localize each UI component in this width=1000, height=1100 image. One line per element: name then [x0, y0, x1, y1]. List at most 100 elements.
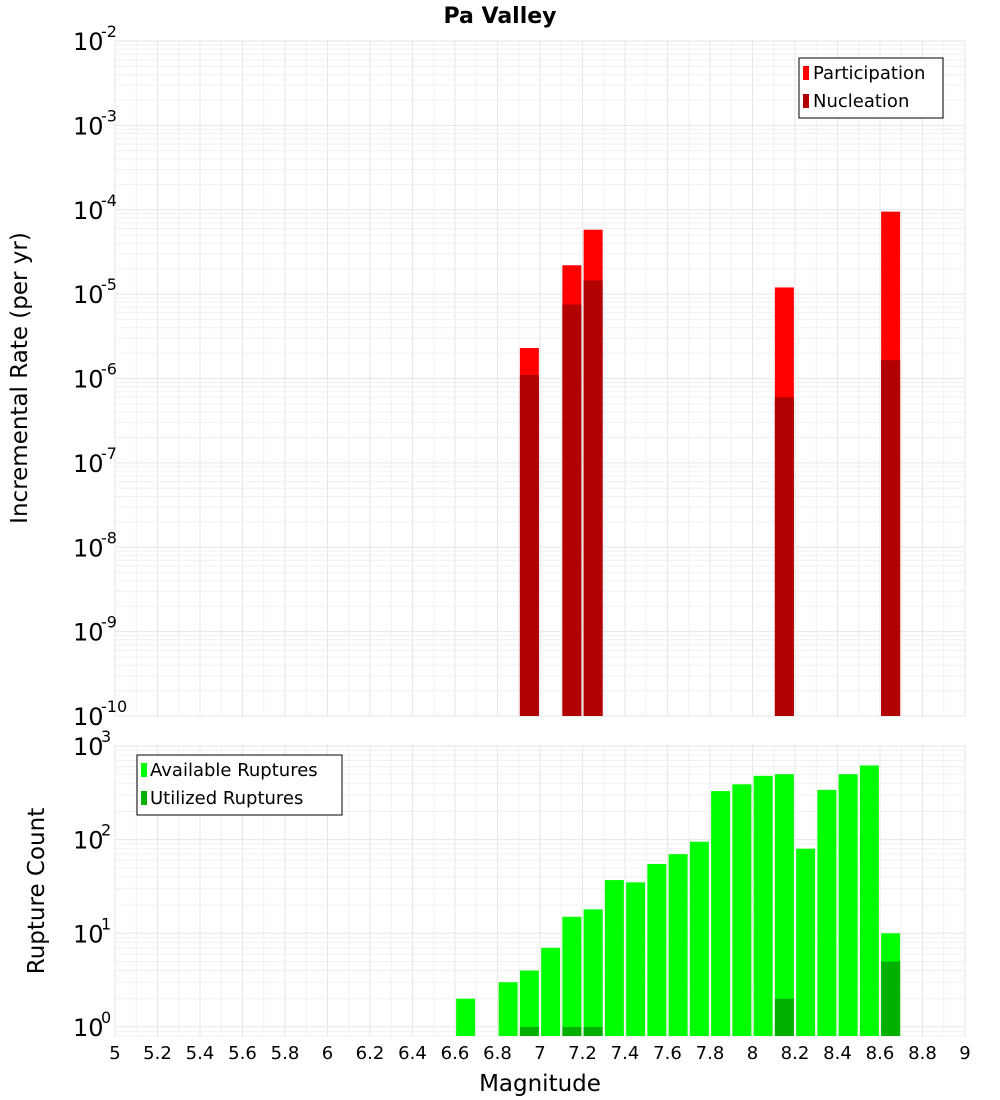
x-tick-label: 6.6 [441, 1043, 470, 1064]
y-tick-label: 10-5 [73, 275, 117, 309]
y-tick-base: 10 [73, 703, 104, 731]
legend-label-utilized: Utilized Ruptures [150, 788, 303, 809]
x-tick-label: 8.6 [866, 1043, 895, 1064]
y-tick-base: 10 [73, 1014, 104, 1042]
bar-available-ruptures [519, 970, 539, 1036]
bar-available-ruptures [753, 775, 773, 1036]
bar-nucleation [519, 375, 539, 716]
y-tick-label: 10-9 [73, 613, 117, 647]
count-legend: Available Ruptures Utilized Ruptures [136, 754, 343, 816]
x-tick-label: 6.4 [398, 1043, 427, 1064]
count-y-axis-label: Rupture Count [24, 808, 50, 974]
bar-available-ruptures [689, 841, 709, 1036]
bar-available-ruptures [774, 774, 794, 1036]
x-tick-label: 7.4 [611, 1043, 640, 1064]
x-tick-label: 8.2 [781, 1043, 810, 1064]
bar-available-ruptures [541, 947, 561, 1036]
y-tick-label: 10-7 [73, 444, 117, 478]
x-tick-label: 5.4 [186, 1043, 215, 1064]
y-tick-base: 10 [73, 112, 104, 140]
x-tick-label: 5.8 [271, 1043, 300, 1064]
y-tick-base: 10 [73, 28, 104, 56]
y-tick-exponent: 1 [101, 914, 111, 933]
y-tick-exponent: -7 [101, 444, 117, 463]
y-tick-label: 10-8 [73, 528, 117, 562]
y-tick-base: 10 [73, 197, 104, 225]
legend-label-available: Available Ruptures [150, 760, 318, 781]
bar-nucleation [881, 360, 901, 716]
bar-available-ruptures [838, 774, 858, 1036]
bar-utilized-ruptures [562, 1026, 582, 1036]
legend-swatch-utilized [141, 791, 147, 805]
legend-label-participation: Participation [813, 63, 925, 84]
legend-label-nucleation: Nucleation [813, 91, 909, 112]
x-tick-label: 9 [959, 1043, 970, 1064]
y-tick-base: 10 [73, 827, 104, 855]
bar-available-ruptures [626, 882, 646, 1036]
bar-available-ruptures [817, 789, 837, 1036]
bar-nucleation [583, 280, 603, 716]
legend-swatch-participation [803, 66, 809, 80]
bar-available-ruptures [583, 909, 603, 1036]
x-tick-label: 7.2 [568, 1043, 597, 1064]
y-tick-label: 10-10 [73, 697, 127, 731]
chart-title: Pa Valley [443, 4, 556, 29]
y-tick-label: 10-6 [73, 360, 117, 394]
bar-available-ruptures [732, 784, 752, 1036]
x-axis-ticks: 5 5.2 5.4 5.6 5.8 6 6.2 6.4 6.6 6.8 7 7.2 7.4 7.6 7.8 8… [109, 1043, 970, 1064]
rate-bars [519, 211, 901, 717]
y-tick-exponent: -3 [101, 106, 117, 125]
x-axis-label: Magnitude [479, 1071, 601, 1097]
y-tick-label: 10-4 [73, 191, 117, 225]
bar-utilized-ruptures [583, 1026, 603, 1036]
y-tick-base: 10 [73, 450, 104, 478]
x-tick-label: 5.6 [228, 1043, 257, 1064]
count-bars [456, 765, 901, 1036]
bar-utilized-ruptures [881, 961, 901, 1036]
bar-available-ruptures [796, 848, 816, 1036]
y-tick-exponent: 0 [101, 1008, 111, 1027]
y-tick-label: 10-2 [73, 22, 117, 56]
x-tick-label: 5.2 [143, 1043, 172, 1064]
bar-available-ruptures [604, 880, 624, 1036]
rate-legend: Participation Nucleation [798, 57, 944, 119]
y-tick-exponent: -6 [101, 360, 117, 379]
bar-nucleation [774, 397, 794, 716]
y-tick-label: 102 [73, 821, 111, 855]
legend-swatch-available [141, 763, 147, 777]
y-tick-base: 10 [73, 733, 104, 761]
y-tick-base: 10 [73, 366, 104, 394]
x-tick-label: 8.4 [823, 1043, 852, 1064]
y-tick-label: 101 [73, 914, 111, 948]
y-tick-label: 10-3 [73, 106, 117, 140]
bar-available-ruptures [668, 854, 688, 1036]
y-tick-base: 10 [73, 281, 104, 309]
y-tick-label: 100 [73, 1008, 111, 1042]
y-tick-exponent: -9 [101, 613, 117, 632]
legend-swatch-nucleation [803, 94, 809, 108]
x-tick-label: 6 [322, 1043, 333, 1064]
bar-utilized-ruptures [774, 998, 794, 1036]
rate-legend-box [798, 57, 944, 119]
x-tick-label: 6.8 [483, 1043, 512, 1064]
bar-available-ruptures [711, 791, 731, 1036]
bar-available-ruptures [562, 916, 582, 1036]
y-tick-exponent: -8 [101, 528, 117, 547]
bar-nucleation [562, 304, 582, 716]
y-tick-base: 10 [73, 920, 104, 948]
y-tick-exponent: -5 [101, 275, 117, 294]
y-tick-exponent: -10 [101, 697, 127, 716]
y-tick-base: 10 [73, 619, 104, 647]
bar-available-ruptures [859, 765, 879, 1036]
x-tick-label: 7.6 [653, 1043, 682, 1064]
y-tick-exponent: -4 [101, 191, 117, 210]
bar-available-ruptures [647, 863, 667, 1036]
x-tick-label: 7 [534, 1043, 545, 1064]
bar-available-ruptures [456, 998, 476, 1036]
y-tick-base: 10 [73, 534, 104, 562]
x-tick-label: 8.8 [908, 1043, 937, 1064]
